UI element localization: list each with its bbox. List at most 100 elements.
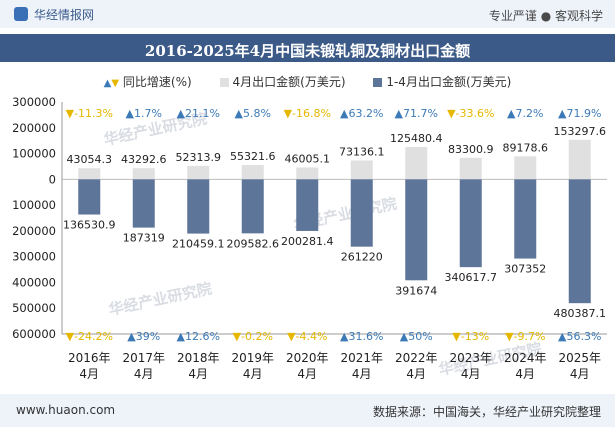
legend-cumulative-label: 1-4月出口金额(万美元) [386,75,512,89]
april-growth-label: ▼-33.6% [447,107,494,120]
bar-cumulative [459,179,482,268]
y-tick-label: 100000 [12,147,56,161]
bar-cumulative [405,179,428,281]
cumulative-value-label: 187319 [123,232,165,245]
x-category-label-year: 2018年 [177,351,220,365]
legend-april-swatch [219,78,229,87]
top-banner: 华经情报网 专业严谨 ● 客观科学 [0,0,615,28]
footer-source: 数据来源：中国海关，华经产业研究院整理 [372,405,601,419]
x-category-label-year: 2023年 [449,351,492,365]
april-value-label: 55321.6 [230,150,276,163]
x-category-label-year: 2019年 [231,351,274,365]
site-logo[interactable]: 华经情报网 [14,6,94,23]
x-category-label-month: 4月 [243,367,263,381]
april-value-label: 73136.1 [339,145,385,158]
chart-legend: ▲▼ 同比增速(%) 4月出口金额(万美元) 1-4月出口金额(万美元) [0,73,615,90]
bar-april [241,165,264,180]
x-category-label-year: 2020年 [286,351,329,365]
cumulative-value-label: 136530.9 [63,219,116,232]
x-category-label-month: 4月 [515,367,535,381]
x-category-label-year: 2025年 [558,351,601,365]
bar-cumulative [187,179,210,234]
april-value-label: 125480.4 [390,132,443,145]
april-growth-label: ▲21.1% [177,107,220,120]
y-tick-label: 400000 [12,275,56,289]
bar-april [568,139,591,180]
footer-url[interactable]: www.huaon.com [16,403,116,417]
legend-growth-label: 同比增速(%) [122,75,192,89]
cumulative-growth-label: ▼-0.2% [233,330,273,343]
y-tick-label: 0 [49,172,56,186]
title-bar [0,34,615,62]
legend-up-triangle-icon: ▲ [103,78,112,89]
x-category-label-month: 4月 [188,367,208,381]
legend-cumulative-swatch [373,78,383,87]
cumulative-growth-label: ▲12.6% [177,330,220,343]
legend-growth: ▲▼ 同比增速(%) [104,73,192,90]
bar-cumulative [514,179,537,259]
bar-cumulative [296,179,319,231]
april-value-label: 83300.9 [448,143,494,156]
cumulative-growth-label: ▲56.3% [558,330,601,343]
cumulative-growth-label: ▲50% [400,330,433,343]
bar-cumulative [78,179,101,215]
legend-cumulative: 1-4月出口金额(万美元) [373,73,511,90]
cumulative-growth-label: ▼-13% [452,330,489,343]
cumulative-value-label: 210459.1 [172,238,225,251]
logo-icon [14,7,28,21]
april-value-label: 43054.3 [67,153,113,166]
watermark-3: 华经产业研究院 [107,279,213,318]
legend-april: 4月出口金额(万美元) [219,73,346,90]
april-growth-label: ▲63.2% [340,107,383,120]
x-category-label-month: 4月 [352,367,372,381]
april-value-label: 153297.6 [554,125,607,138]
cumulative-growth-label: ▲39% [127,330,160,343]
legend-april-label: 4月出口金额(万美元) [232,75,346,89]
cumulative-growth-label: ▼-9.7% [505,330,545,343]
april-growth-label: ▲71.9% [558,107,601,120]
cumulative-growth-label: ▼-24.2% [66,330,113,343]
april-growth-label: ▲5.8% [235,107,271,120]
x-category-label-month: 4月 [406,367,426,381]
april-value-label: 43292.6 [121,153,167,166]
x-category-label-year: 2017年 [122,351,165,365]
april-growth-label: ▼-11.3% [66,107,113,120]
bar-cumulative [350,179,373,247]
x-category-label-year: 2022年 [395,351,438,365]
april-value-label: 89178.6 [503,141,549,154]
x-category-label-month: 4月 [461,367,481,381]
y-tick-label: 600000 [12,327,56,341]
x-category-label-month: 4月 [79,367,99,381]
april-value-label: 52313.9 [176,151,222,164]
april-value-label: 46005.1 [285,152,331,165]
april-growth-label: ▼-16.8% [284,107,331,120]
april-growth-label: ▲1.7% [126,107,162,120]
x-category-label-month: 4月 [297,367,317,381]
bar-april [187,165,210,180]
cumulative-growth-label: ▲31.6% [340,330,383,343]
footer: www.huaon.com 数据来源：中国海关，华经产业研究院整理 [0,394,615,427]
cumulative-value-label: 261220 [341,251,383,264]
bar-april [132,168,155,180]
cumulative-growth-label: ▼-4.4% [287,330,327,343]
bar-april [296,167,319,180]
bar-april [514,156,537,180]
x-category-label-year: 2016年 [68,351,111,365]
x-category-label-year: 2024年 [504,351,547,365]
x-category-label-month: 4月 [134,367,154,381]
tagline: 专业严谨 ● 客观科学 [488,9,603,23]
legend-down-triangle-icon: ▼ [111,78,120,89]
site-name: 华经情报网 [34,8,95,22]
x-category-label-year: 2021年 [340,351,383,365]
y-tick-label: 300000 [12,250,56,264]
y-tick-label: 100000 [12,198,56,212]
april-growth-label: ▲71.7% [395,107,438,120]
bar-april [459,157,482,180]
bar-april [78,168,101,180]
bar-cumulative [568,179,591,304]
y-tick-label: 200000 [12,121,56,135]
cumulative-value-label: 209582.6 [227,237,280,250]
cumulative-value-label: 200281.4 [281,235,334,248]
bar-cumulative [241,179,264,234]
cumulative-value-label: 391674 [395,284,437,297]
